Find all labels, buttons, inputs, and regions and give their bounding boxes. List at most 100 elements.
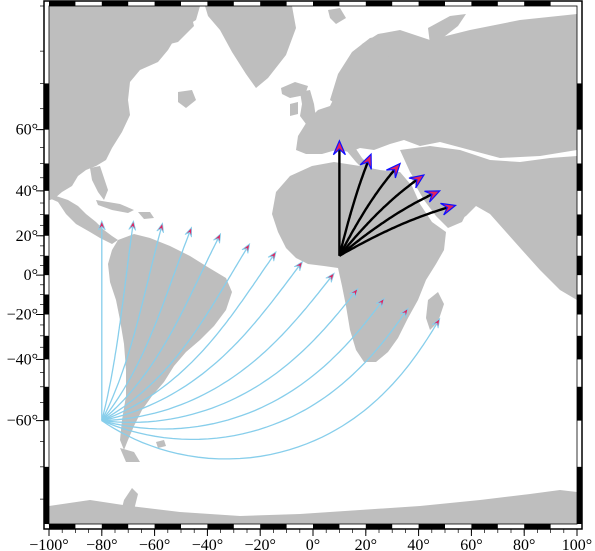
land-baffin-island [150, 10, 194, 46]
vector-arrowhead [359, 152, 372, 170]
land-hispaniola [138, 212, 154, 219]
frame-segment-right [577, 83, 582, 130]
frame-segment-top [207, 1, 234, 6]
frame-segment-right [577, 335, 582, 360]
vector-line [338, 190, 438, 257]
frame-segment-top [524, 1, 551, 6]
land-antarctica [49, 490, 577, 524]
x-tick-label: 100° [562, 537, 592, 551]
land-novaya-zemlya [428, 14, 466, 44]
vector-arrowhead [431, 317, 441, 329]
vector-line [338, 204, 454, 257]
frame-segment-top [154, 1, 181, 6]
y-tick-label: −20° [7, 307, 38, 324]
frame-segment-right [577, 214, 582, 236]
vector-line [101, 290, 357, 424]
vector-line [338, 164, 400, 257]
land-asia [400, 146, 577, 300]
vector-arrowhead [325, 272, 335, 283]
vector-arrowhead [184, 226, 192, 238]
frame-segment-top [365, 1, 393, 6]
y-tick-label: −60° [7, 413, 38, 430]
frame-segment-bottom [471, 524, 498, 529]
vector-arrowhead [294, 260, 304, 272]
vector-line [101, 275, 333, 422]
frame-segment-bottom [365, 524, 393, 529]
frame-segment-top [260, 1, 287, 6]
x-tick-label: −40° [192, 537, 223, 551]
land-cuba [96, 200, 134, 213]
x-tick-label: 80° [513, 537, 535, 551]
frame-segment-bottom [313, 524, 340, 529]
vector-line [101, 310, 407, 441]
frame-segment-right [577, 163, 582, 191]
frame-segment-bottom [260, 524, 287, 529]
y-axis-labels: 60° 40° 20° 0° −20° −40° −60° [7, 122, 38, 430]
y-tick-label: 60° [16, 122, 38, 139]
land-sri-lanka [550, 252, 558, 264]
land-india [520, 190, 560, 250]
frame-segment-top [101, 1, 129, 6]
land-newfoundland [178, 90, 196, 108]
vector-line [101, 321, 439, 460]
vector-line [101, 300, 383, 430]
y-tick-label: 0° [24, 267, 38, 284]
land-tierra-del-fuego [120, 448, 140, 462]
land-florida [90, 166, 108, 200]
vector-arrowhead [332, 139, 346, 156]
frame-segment-right [577, 294, 582, 315]
frame-segment-top [313, 1, 340, 6]
frame-inner [48, 5, 578, 525]
vector-arrowhead [156, 222, 164, 233]
frame-segment-bottom [49, 524, 76, 529]
vector-arrowhead [375, 297, 385, 308]
frame-segment-right [577, 466, 582, 524]
frame-segment-top [471, 1, 498, 6]
vector-line [101, 236, 220, 422]
vector-line [101, 230, 192, 422]
x-axis-labels: −100° −80° −60° −40° −20° 0° 20° 40° 60° 80° 100° [29, 537, 592, 551]
x-tick-label: 0° [306, 537, 320, 551]
frame-checkerboard [44, 1, 582, 529]
y-tick-label: 40° [16, 183, 38, 200]
vector-arrowhead [424, 190, 442, 203]
frame-segment-right [577, 255, 582, 276]
land-arabia [410, 176, 470, 228]
land-falklands [156, 440, 166, 448]
vector-line [101, 226, 163, 421]
x-tick-label: −60° [139, 537, 170, 551]
land-ireland [290, 102, 298, 116]
frame-segment-bottom [207, 524, 234, 529]
vector-line [338, 175, 423, 257]
vector-fan-southwest [97, 219, 441, 460]
x-tick-label: −20° [244, 537, 275, 551]
y-tick-label: 20° [16, 228, 38, 245]
frame-segment-left [44, 255, 49, 276]
frame-segment-left [44, 214, 49, 236]
frame-segment-right [577, 386, 582, 421]
vector-arrowhead [349, 287, 359, 299]
frame-segment-left [44, 466, 49, 524]
vector-arrowhead [408, 174, 426, 189]
vector-line [101, 263, 302, 422]
vector-arrowhead [213, 232, 222, 244]
map-frame [36, 0, 583, 536]
frame-segment-top [49, 1, 76, 6]
frame-segment-bottom [154, 524, 181, 529]
vector-arrowhead [440, 202, 458, 216]
vector-line [101, 246, 249, 422]
land-madagascar [426, 292, 444, 330]
vector-arrowhead [128, 219, 137, 231]
frame-segment-left [44, 83, 49, 130]
vector-line [101, 224, 134, 421]
frame-segment-bottom [524, 524, 551, 529]
frame-segment-left [44, 386, 49, 421]
map-area[interactable] [49, 6, 577, 524]
land-central-america [49, 196, 118, 244]
vector-fan-africa [332, 139, 458, 257]
vector-line [338, 155, 372, 257]
frame-segment-top [418, 1, 445, 6]
land-north-america [49, 6, 200, 200]
vector-arrowhead [241, 242, 251, 254]
